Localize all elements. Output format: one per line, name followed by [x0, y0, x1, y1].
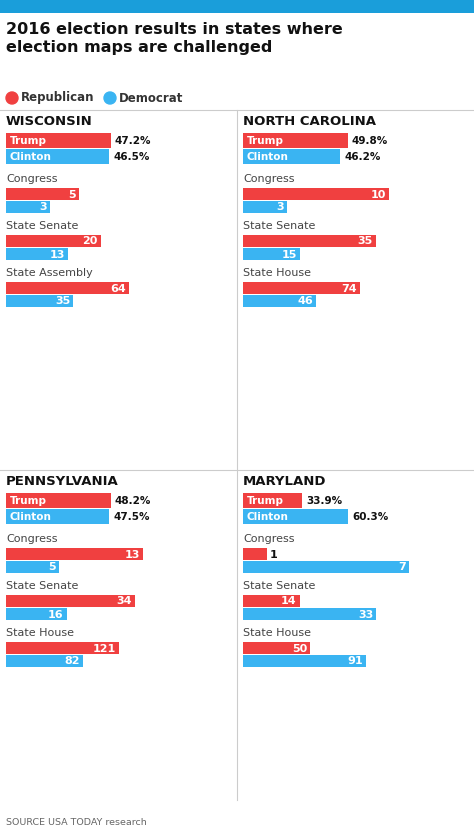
Bar: [243, 188, 389, 200]
Text: 13: 13: [49, 250, 65, 260]
Text: 35: 35: [55, 296, 70, 306]
Bar: [6, 133, 111, 148]
Bar: [6, 561, 59, 573]
Text: 64: 64: [110, 284, 126, 294]
Bar: [6, 608, 67, 620]
Text: State House: State House: [243, 268, 311, 278]
Bar: [243, 133, 348, 148]
Bar: [6, 282, 129, 294]
Text: 47.2%: 47.2%: [115, 136, 152, 146]
Bar: [243, 282, 360, 294]
Text: Congress: Congress: [243, 534, 294, 544]
Text: 5: 5: [68, 189, 76, 199]
Text: 34: 34: [117, 597, 132, 607]
Text: State House: State House: [243, 628, 311, 638]
Text: Clinton: Clinton: [10, 512, 52, 522]
Text: Trump: Trump: [10, 136, 47, 146]
Text: Congress: Congress: [6, 174, 57, 184]
Text: 15: 15: [282, 250, 297, 260]
Bar: [243, 149, 340, 164]
Bar: [243, 595, 300, 607]
Bar: [243, 493, 302, 508]
Text: 82: 82: [64, 657, 80, 666]
Text: State House: State House: [6, 628, 74, 638]
Text: WISCONSIN: WISCONSIN: [6, 115, 93, 128]
Text: State Senate: State Senate: [243, 581, 315, 591]
Bar: [6, 493, 111, 508]
Bar: [6, 295, 73, 307]
Bar: [243, 642, 310, 654]
Text: State Senate: State Senate: [243, 221, 315, 231]
Text: NORTH CAROLINA: NORTH CAROLINA: [243, 115, 376, 128]
Text: 48.2%: 48.2%: [115, 496, 151, 506]
Bar: [243, 509, 348, 524]
Bar: [243, 235, 376, 247]
Bar: [6, 149, 109, 164]
Text: State Senate: State Senate: [6, 221, 78, 231]
Text: 7: 7: [399, 563, 406, 573]
Text: 2016 election results in states where
election maps are challenged: 2016 election results in states where el…: [6, 22, 343, 55]
Bar: [6, 655, 83, 667]
Text: 33: 33: [358, 609, 374, 619]
Text: 33.9%: 33.9%: [306, 496, 342, 506]
Text: 35: 35: [358, 237, 373, 247]
Text: 91: 91: [347, 657, 363, 666]
Text: 50: 50: [292, 643, 307, 653]
Text: Congress: Congress: [6, 534, 57, 544]
Text: 46.2%: 46.2%: [345, 152, 381, 162]
Text: 74: 74: [342, 284, 357, 294]
Text: SOURCE USA TODAY research
Frank Pompa/USA TODAY: SOURCE USA TODAY research Frank Pompa/US…: [6, 818, 147, 830]
Text: Clinton: Clinton: [247, 152, 289, 162]
Text: 20: 20: [82, 237, 98, 247]
Circle shape: [6, 92, 18, 104]
Text: Trump: Trump: [247, 136, 284, 146]
Circle shape: [104, 92, 116, 104]
Text: Democrat: Democrat: [119, 91, 183, 105]
Text: 5: 5: [48, 563, 56, 573]
Bar: [6, 509, 109, 524]
Bar: [6, 548, 143, 560]
Text: Trump: Trump: [247, 496, 284, 506]
Text: Clinton: Clinton: [10, 152, 52, 162]
Text: State Assembly: State Assembly: [6, 268, 93, 278]
Text: 46: 46: [297, 296, 313, 306]
Text: 121: 121: [93, 643, 116, 653]
Bar: [6, 595, 135, 607]
Text: 60.3%: 60.3%: [352, 512, 388, 522]
Bar: [243, 248, 300, 260]
Text: MARYLAND: MARYLAND: [243, 475, 327, 488]
Bar: [243, 608, 376, 620]
Bar: [6, 235, 101, 247]
Bar: [6, 188, 79, 200]
Bar: [243, 561, 409, 573]
Bar: [6, 248, 68, 260]
Text: 14: 14: [281, 597, 297, 607]
Bar: [243, 201, 287, 213]
Text: State Senate: State Senate: [6, 581, 78, 591]
Text: 3: 3: [276, 203, 284, 212]
Text: 1: 1: [270, 549, 277, 559]
Text: 10: 10: [371, 189, 386, 199]
Text: Trump: Trump: [10, 496, 47, 506]
Bar: [243, 295, 316, 307]
Text: Republican: Republican: [21, 91, 94, 105]
Bar: [243, 655, 365, 667]
Bar: [6, 642, 119, 654]
Bar: [0, 0, 474, 13]
Text: 13: 13: [125, 549, 140, 559]
Text: 3: 3: [39, 203, 47, 212]
Text: Congress: Congress: [243, 174, 294, 184]
Text: PENNSYLVANIA: PENNSYLVANIA: [6, 475, 119, 488]
Text: 46.5%: 46.5%: [113, 152, 150, 162]
Text: 49.8%: 49.8%: [352, 136, 388, 146]
Bar: [6, 201, 50, 213]
Bar: [243, 548, 267, 560]
Text: 47.5%: 47.5%: [113, 512, 150, 522]
Text: Clinton: Clinton: [247, 512, 289, 522]
Text: 16: 16: [48, 609, 64, 619]
